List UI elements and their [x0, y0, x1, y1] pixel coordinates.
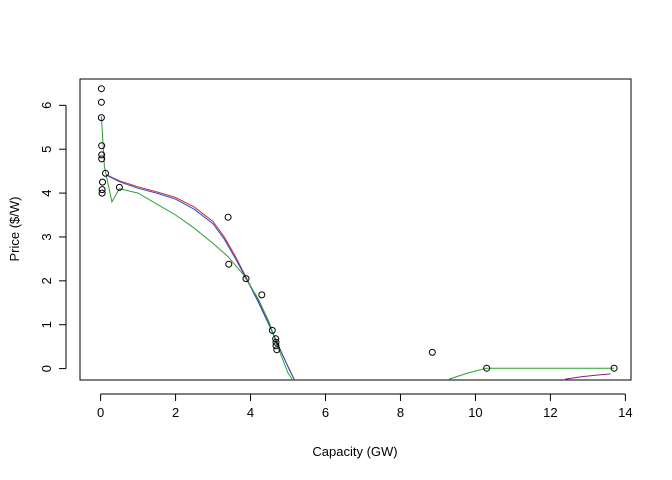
plot-box: [79, 78, 632, 381]
y-axis-label: Price ($/W): [7, 197, 22, 262]
fitted-curve: [100, 116, 294, 380]
data-point: [97, 114, 105, 122]
fitted-curves: [100, 116, 615, 380]
data-point: [115, 183, 123, 191]
data-point: [224, 213, 232, 221]
x-tick-label: 10: [468, 405, 482, 420]
x-axis-label: Capacity (GW): [312, 444, 397, 459]
data-point: [102, 169, 109, 177]
data-point: [97, 98, 105, 106]
fitted-curve: [105, 174, 295, 380]
x-tick-label: 14: [618, 405, 632, 420]
y-tick-label: 2: [39, 277, 54, 284]
data-point: [97, 85, 105, 93]
data-point: [258, 291, 266, 299]
x-tick-label: 8: [397, 405, 404, 420]
data-point: [98, 151, 106, 159]
fitted-curve: [449, 367, 615, 380]
x-tick-label: 2: [172, 405, 179, 420]
data-point: [273, 346, 281, 354]
fitted-curve: [105, 174, 296, 380]
y-tick-label: 4: [39, 189, 54, 196]
y-tick-label: 3: [39, 233, 54, 240]
data-point: [610, 364, 618, 372]
x-tick-label: 4: [247, 405, 254, 420]
data-point: [428, 348, 436, 356]
data-point: [98, 142, 106, 150]
data-point: [98, 155, 106, 163]
y-tick-label: 0: [39, 365, 54, 372]
data-point: [99, 178, 106, 186]
data-point: [242, 275, 250, 283]
x-tick-label: 12: [543, 405, 557, 420]
data-point: [272, 338, 280, 346]
x-axis: 0 2 4 6 8 10 12 14: [97, 393, 633, 420]
y-tick-label: 5: [39, 146, 54, 153]
y-axis: 0 1 2 3 4 5 6: [39, 102, 67, 372]
x-tick-label: 6: [322, 405, 329, 420]
data-point: [98, 186, 106, 194]
data-points: [97, 85, 618, 372]
data-point: [272, 342, 280, 350]
x-tick-label: 0: [97, 405, 104, 420]
data-point: [483, 364, 491, 372]
data-point: [225, 260, 233, 268]
y-tick-label: 6: [39, 102, 54, 109]
data-point: [272, 335, 280, 343]
y-tick-label: 1: [39, 321, 54, 328]
data-point: [98, 189, 106, 197]
fitted-curve: [565, 373, 611, 380]
data-point: [268, 326, 276, 334]
